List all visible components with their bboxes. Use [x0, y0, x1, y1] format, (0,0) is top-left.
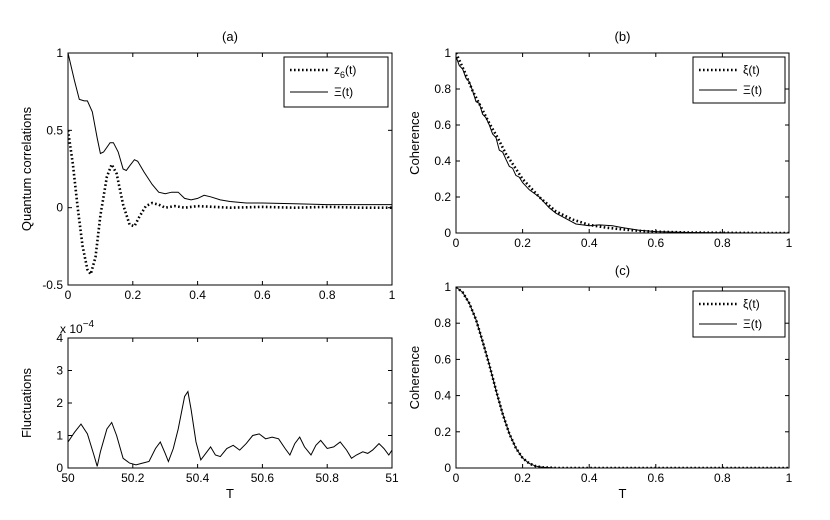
- legend-label-1: ξ(t): [743, 297, 760, 311]
- y-tick-label: 0.8: [434, 82, 451, 96]
- y-tick-label: 0.5: [46, 123, 63, 137]
- y-tick-label: 1: [444, 280, 451, 294]
- y-tick-label: 0.4: [434, 154, 451, 168]
- y-tick-label: 0: [56, 461, 63, 475]
- y-tick-label: 0.4: [434, 389, 451, 403]
- y-axis-label: Coherence: [407, 346, 422, 410]
- x-axis-label: T: [226, 486, 234, 501]
- y-tick-label: 0.2: [434, 190, 451, 204]
- x-tick-label: 50.6: [251, 471, 275, 485]
- legend-label-1: z6(t): [334, 63, 356, 80]
- legend-box: [692, 290, 786, 338]
- y-tick-label: -0.5: [42, 278, 63, 292]
- x-tick-label: 1: [389, 288, 396, 302]
- legend-box: [692, 56, 786, 104]
- chart-b: 0 0.2 0.4 0.6 0.8 1 0 0.2 0.4 0.6 0.8 1 (b) Coherence…: [407, 29, 793, 250]
- y-axis-label: Coherence: [407, 111, 422, 175]
- x-tick-label: 51: [385, 471, 399, 485]
- x-tick-label: 1: [786, 471, 793, 485]
- x-tick-label: 0.2: [124, 288, 141, 302]
- y-tick-label: 4: [56, 331, 63, 345]
- legend-box: [283, 56, 389, 108]
- legend-label-1: ξ(t): [743, 63, 760, 77]
- y-tick-label: 3: [56, 364, 63, 378]
- y-tick-label: 1: [56, 429, 63, 443]
- x-tick-label: 0.8: [319, 288, 336, 302]
- x-tick-label: 0.6: [647, 236, 664, 250]
- legend-label-2: Ξ(t): [334, 85, 353, 99]
- x-tick-label: 50: [61, 471, 75, 485]
- x-tick-label: 0.8: [714, 471, 731, 485]
- x-tick-label: 0.6: [647, 471, 664, 485]
- legend-label-2: Ξ(t): [743, 83, 762, 97]
- y-tick-label: 2: [56, 396, 63, 410]
- x-tick-label: 0.4: [189, 288, 206, 302]
- x-tick-label: 0: [453, 471, 460, 485]
- scale-note-base: x 10: [60, 322, 83, 336]
- legend-label-suffix: (t): [345, 63, 356, 77]
- x-tick-label: 50.8: [316, 471, 340, 485]
- legend: ξ(t) Ξ(t): [692, 56, 786, 104]
- x-tick-label: 50.4: [186, 471, 210, 485]
- y-tick-label: 0: [444, 226, 451, 240]
- y-axis-label: Quantum correlations: [19, 106, 34, 231]
- legend: ξ(t) Ξ(t): [692, 290, 786, 338]
- chart-title: (b): [615, 29, 631, 44]
- y-tick-label: 0.2: [434, 425, 451, 439]
- y-axis-label: Fluctuations: [19, 367, 34, 438]
- chart-title: (a): [222, 29, 238, 44]
- x-tick-label: 0: [65, 288, 72, 302]
- scale-note-exponent: −4: [83, 319, 95, 330]
- x-tick-label: 0.6: [254, 288, 271, 302]
- y-tick-label: 1: [444, 46, 451, 60]
- chart-a2: 50 50.2 50.4 50.6 50.8 51 0 1 2 3 4 T Fluctuations x …: [19, 319, 399, 501]
- legend-label-base: z: [334, 63, 340, 77]
- chart-title: (c): [615, 263, 630, 278]
- series-line-1: [68, 130, 392, 278]
- x-tick-label: 0.8: [714, 236, 731, 250]
- x-tick-label: 1: [786, 236, 793, 250]
- scale-note: x 10−4: [60, 319, 95, 336]
- legend-label-2: Ξ(t): [743, 317, 762, 331]
- y-tick-label: 0.8: [434, 316, 451, 330]
- y-tick-label: 0: [444, 461, 451, 475]
- y-tick-label: 0.6: [434, 118, 451, 132]
- x-tick-label: 0.4: [581, 236, 598, 250]
- legend: z6(t) Ξ(t): [283, 56, 389, 108]
- axes-box: [67, 52, 393, 286]
- x-tick-label: 50.2: [121, 471, 145, 485]
- legend-label-subscript: 6: [340, 70, 345, 80]
- x-tick-label: 0: [453, 236, 460, 250]
- chart-a: 0 0.2 0.4 0.6 0.8 1-0.500.51(a)Quantum correl…: [19, 29, 396, 302]
- axes-box: [455, 52, 790, 234]
- y-tick-label: 0.6: [434, 352, 451, 366]
- series-line-2: [456, 287, 789, 468]
- series-line-2: [456, 56, 789, 233]
- series-line-1: [456, 53, 789, 233]
- x-axis-label: T: [619, 486, 627, 501]
- series-line-1: [68, 390, 392, 467]
- y-tick-label: 1: [56, 46, 63, 60]
- y-tick-label: 0: [56, 201, 63, 215]
- x-tick-label: 0.2: [514, 236, 531, 250]
- series-line-2: [68, 53, 392, 206]
- x-tick-label: 0.4: [581, 471, 598, 485]
- charts-layer: 0 0.2 0.4 0.6 0.8 1-0.500.51(a)Quantum correl…: [19, 29, 793, 501]
- x-tick-label: 0.2: [514, 471, 531, 485]
- chart-c: 0 0.2 0.4 0.6 0.8 1 0 0.2 0.4 0.6 0.8 1 (c) T Coherenc…: [407, 263, 793, 501]
